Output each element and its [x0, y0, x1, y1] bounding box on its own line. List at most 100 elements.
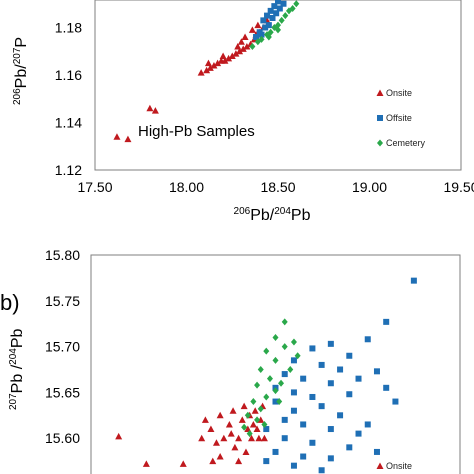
panel-b-legend-marker-onsite — [376, 462, 384, 469]
panel-a-point-onsite — [151, 107, 159, 114]
panel-b-point-offsite — [309, 345, 316, 352]
panel-b-point-cemetery — [241, 423, 248, 431]
panel-b-point-offsite — [272, 448, 279, 455]
panel-b-y-tick-label: 15.60 — [45, 430, 80, 446]
panel-b-point-cemetery — [290, 338, 297, 346]
panel-b-y-tick-label: 15.70 — [45, 339, 80, 355]
panel-b-point-onsite — [257, 416, 265, 423]
panel-b-point-offsite — [364, 336, 371, 343]
panel-a-x-tick-label: 18.50 — [260, 179, 295, 195]
panel-a-point-onsite — [228, 52, 236, 59]
panel-b-point-cemetery — [272, 333, 279, 341]
panel-b-y-ticks: 15.80 15.75 15.70 15.65 15.60 — [45, 247, 80, 446]
panel-b-point-offsite — [318, 403, 325, 410]
panel-b-point-offsite — [327, 426, 334, 433]
panel-a-point-onsite — [239, 45, 247, 52]
panel-b-point-onsite — [198, 434, 206, 442]
panel-b-point-onsite — [220, 434, 228, 442]
panel-b-point-cemetery — [250, 398, 257, 406]
panel-b-point-offsite — [337, 412, 344, 419]
panel-a-point-onsite — [210, 62, 218, 69]
panel-a-point-onsite — [221, 57, 229, 64]
panel-b-chart: 15.80 15.75 15.70 15.65 15.60 Onsite b) 207P… — [0, 247, 461, 474]
panel-a-point-offsite — [260, 17, 267, 24]
panel-a-plot-frame — [94, 0, 462, 171]
panel-b-point-cemetery — [266, 375, 273, 383]
panel-b-point-offsite — [290, 407, 297, 414]
panel-a-data-points — [113, 0, 300, 143]
panel-b-point-offsite — [309, 439, 316, 446]
panel-a-point-onsite — [146, 104, 154, 112]
panel-a-point-offsite — [269, 15, 276, 21]
panel-a-y-ticks: 1.12 1.14 1.16 1.18 — [55, 20, 82, 179]
panel-a-x-ticks: 17.50 18.00 18.50 19.00 19.50 — [77, 179, 474, 195]
panel-a-legend-marker-cemetery — [377, 139, 383, 147]
panel-a-point-cemetery — [258, 35, 265, 43]
panel-a-legend-label-cemetery: Cemetery — [386, 138, 426, 148]
panel-a-point-onsite — [197, 69, 205, 76]
panel-b-point-offsite — [327, 340, 334, 347]
panel-b-point-onsite — [251, 407, 259, 414]
panel-a-point-offsite — [273, 10, 280, 17]
panel-a-point-onsite — [243, 43, 251, 50]
panel-b-point-offsite — [309, 393, 316, 400]
panel-b-point-offsite — [392, 398, 399, 405]
panel-b-point-onsite — [231, 443, 239, 451]
panel-b-point-offsite — [263, 426, 270, 433]
panel-a-point-onsite — [204, 59, 212, 67]
panel-a-point-offsite — [258, 31, 265, 38]
panel-b-point-onsite — [115, 432, 123, 440]
panel-a-point-onsite — [124, 135, 132, 143]
panel-a-point-offsite — [276, 5, 283, 12]
panel-a-point-onsite — [254, 21, 262, 29]
panel-b-point-offsite — [346, 391, 353, 398]
panel-b-point-onsite — [248, 434, 256, 442]
panel-b-point-offsite — [346, 352, 353, 359]
panel-a-point-onsite — [236, 47, 244, 55]
panel-b-point-onsite — [225, 420, 233, 428]
panel-b-y-tick-label: 15.75 — [45, 293, 80, 309]
panel-a-point-onsite — [232, 50, 240, 57]
panel-b-point-cemetery — [281, 318, 288, 326]
panel-a-point-offsite — [267, 7, 274, 14]
panel-a-legend-label-onsite: Onsite — [386, 88, 412, 98]
panel-b-point-cemetery — [246, 430, 253, 438]
panel-b-plot-frame — [90, 254, 461, 474]
panel-a-legend-marker-offsite — [377, 115, 383, 121]
panel-b-point-offsite — [364, 421, 371, 428]
panel-a-point-onsite — [206, 64, 214, 71]
panel-b-point-cemetery — [257, 366, 264, 373]
panel-b-point-onsite — [249, 420, 257, 428]
panel-a-point-cemetery — [278, 16, 285, 24]
panel-b-point-cemetery — [276, 398, 283, 406]
panel-b-point-onsite — [209, 457, 217, 465]
panel-b-point-offsite — [281, 416, 288, 423]
panel-a-point-onsite — [219, 52, 227, 59]
panel-a-point-onsite — [234, 43, 242, 50]
panel-b-point-offsite — [290, 357, 297, 364]
panel-a-point-offsite — [265, 22, 272, 29]
panel-a-point-onsite — [203, 66, 211, 74]
panel-b-point-offsite — [337, 366, 344, 373]
panel-b-point-cemetery — [281, 343, 288, 351]
panel-a-annotation: High-Pb Samples — [138, 123, 255, 140]
panel-b-point-onsite — [235, 457, 243, 465]
panel-a-y-axis-label: 206Pb/207P — [12, 37, 30, 105]
panel-b-point-offsite — [327, 380, 334, 387]
panel-a-point-cemetery — [275, 26, 281, 34]
panel-b-point-onsite — [142, 460, 150, 467]
panel-b-point-offsite — [318, 467, 325, 474]
panel-b-point-offsite — [300, 375, 307, 382]
panel-b-data-points — [115, 277, 417, 474]
panel-b-point-offsite — [410, 277, 417, 284]
panel-a-point-offsite — [262, 24, 269, 31]
panel-b-legend-label-onsite: Onsite — [386, 461, 412, 471]
panel-b-point-cemetery — [261, 420, 268, 428]
panel-a-x-tick-label: 19.00 — [352, 179, 387, 195]
panel-b-point-onsite — [216, 453, 224, 460]
panel-b-point-offsite — [373, 368, 380, 375]
panel-b-point-cemetery — [263, 347, 270, 355]
panel-a-point-onsite — [214, 59, 222, 67]
panel-a-y-tick-label: 1.14 — [55, 115, 82, 131]
panel-b-point-offsite — [300, 453, 307, 460]
